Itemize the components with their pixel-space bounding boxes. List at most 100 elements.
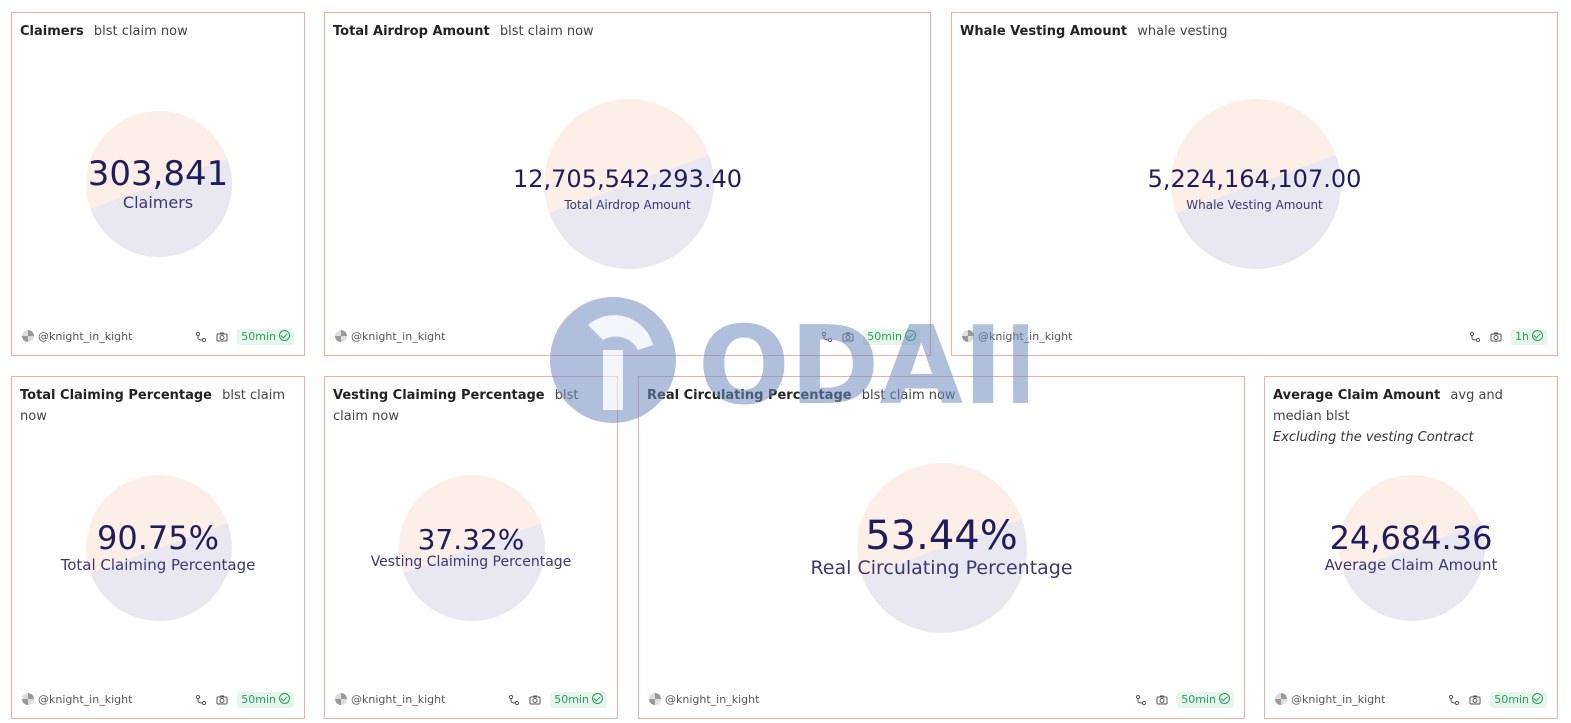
card-header: Total Claiming Percentage blst claim now — [20, 385, 296, 427]
author-link[interactable]: @knight_in_kight — [22, 329, 132, 345]
counter-card-vesting-claiming-percentage: Vesting Claiming Percentage blst claim n… — [324, 376, 618, 719]
fork-icon[interactable] — [508, 694, 520, 706]
card-footer: @knight_in_kight 50min — [335, 692, 607, 708]
avatar — [649, 693, 661, 705]
card-title[interactable]: Total Airdrop Amount — [333, 24, 490, 39]
card-subtitle: blst claim now — [93, 24, 188, 39]
check-circle-icon — [1219, 693, 1230, 704]
author-name: @knight_in_kight — [978, 330, 1073, 343]
counter-label: Total Claiming Percentage — [60, 555, 256, 574]
card-title[interactable]: Average Claim Amount — [1273, 388, 1441, 403]
refresh-interval: 50min — [1494, 693, 1529, 706]
author-name: @knight_in_kight — [38, 693, 133, 706]
refresh-badge[interactable]: 50min — [863, 329, 920, 345]
counter-label: Vesting Claiming Percentage — [370, 554, 572, 571]
avatar — [22, 330, 34, 342]
counter-value: 12,705,542,293.40 — [512, 165, 743, 193]
card-header: Vesting Claiming Percentage blst claim n… — [333, 385, 609, 427]
author-link[interactable]: @knight_in_kight — [1275, 692, 1385, 708]
check-circle-icon — [279, 330, 290, 341]
fork-icon[interactable] — [195, 331, 207, 343]
counter-background-disc — [86, 111, 232, 257]
counter-background-disc — [86, 475, 232, 621]
counter-label: Real Circulating Percentage — [810, 557, 1073, 579]
counter-card-claimers: Claimers blst claim now 303,841 Claimers… — [11, 12, 305, 356]
author-name: @knight_in_kight — [1291, 693, 1386, 706]
counter-value: 53.44% — [865, 513, 1018, 559]
fork-icon[interactable] — [1469, 331, 1481, 343]
card-header: Total Airdrop Amount blst claim now — [333, 21, 922, 42]
card-title[interactable]: Total Claiming Percentage — [20, 388, 212, 403]
card-header: Claimers blst claim now — [20, 21, 296, 42]
check-circle-icon — [905, 330, 916, 341]
camera-icon[interactable] — [842, 331, 854, 343]
author-link[interactable]: @knight_in_kight — [335, 692, 445, 708]
fork-icon[interactable] — [1135, 694, 1147, 706]
camera-icon[interactable] — [1469, 694, 1481, 706]
card-subtitle: blst claim now — [861, 388, 956, 403]
counter-card-total-airdrop-amount: Total Airdrop Amount blst claim now 12,7… — [324, 12, 931, 356]
refresh-interval: 50min — [554, 693, 589, 706]
check-circle-icon — [279, 693, 290, 704]
card-footer: @knight_in_kight 50min — [1275, 692, 1547, 708]
fork-icon[interactable] — [195, 694, 207, 706]
counter-value: 24,684.36 — [1329, 519, 1493, 557]
counter-value: 37.32% — [417, 523, 525, 556]
fork-icon[interactable] — [821, 331, 833, 343]
refresh-badge[interactable]: 1h — [1511, 329, 1547, 345]
refresh-interval: 50min — [241, 330, 276, 343]
refresh-interval: 1h — [1515, 330, 1529, 343]
counter-background-disc — [399, 475, 545, 621]
card-footer: @knight_in_kight 50min — [22, 329, 294, 345]
refresh-badge[interactable]: 50min — [550, 692, 607, 708]
author-name: @knight_in_kight — [38, 330, 133, 343]
camera-icon[interactable] — [1490, 331, 1502, 343]
card-description: Excluding the vesting Contract — [1273, 430, 1474, 445]
refresh-interval: 50min — [867, 330, 902, 343]
card-subtitle: avg and median blst — [1273, 388, 1503, 424]
counter-background-disc — [1171, 99, 1341, 269]
refresh-badge[interactable]: 50min — [1490, 692, 1547, 708]
check-circle-icon — [1532, 693, 1543, 704]
card-title[interactable]: Vesting Claiming Percentage — [333, 388, 545, 403]
avatar — [335, 330, 347, 342]
card-title[interactable]: Claimers — [20, 24, 84, 39]
author-link[interactable]: @knight_in_kight — [649, 692, 759, 708]
camera-icon[interactable] — [1156, 694, 1168, 706]
counter-display: 12,705,542,293.40 Total Airdrop Amount — [325, 165, 930, 213]
counter-display: 5,224,164,107.00 Whale Vesting Amount — [952, 166, 1557, 212]
check-circle-icon — [1532, 330, 1543, 341]
refresh-badge[interactable]: 50min — [237, 329, 294, 345]
camera-icon[interactable] — [529, 694, 541, 706]
counter-display: 24,684.36 Average Claim Amount — [1265, 519, 1557, 574]
card-subtitle: blst claim now — [499, 24, 594, 39]
camera-icon[interactable] — [216, 694, 228, 706]
card-footer: @knight_in_kight 50min — [649, 692, 1234, 708]
fork-icon[interactable] — [1448, 694, 1460, 706]
avatar — [962, 330, 974, 342]
card-subtitle: whale vesting — [1137, 24, 1228, 39]
refresh-badge[interactable]: 50min — [1177, 692, 1234, 708]
check-circle-icon — [592, 693, 603, 704]
refresh-interval: 50min — [1181, 693, 1216, 706]
card-header: Average Claim Amount avg and median blst… — [1273, 385, 1549, 448]
card-title[interactable]: Real Circulating Percentage — [647, 388, 852, 403]
counter-label: Total Airdrop Amount — [564, 198, 691, 213]
counter-card-average-claim-amount: Average Claim Amount avg and median blst… — [1264, 376, 1558, 719]
counter-value: 303,841 — [87, 154, 229, 194]
counter-background-disc — [857, 463, 1027, 633]
refresh-interval: 50min — [241, 693, 276, 706]
counter-display: 90.75% Total Claiming Percentage — [12, 519, 304, 574]
avatar — [335, 693, 347, 705]
author-name: @knight_in_kight — [351, 330, 446, 343]
card-footer: @knight_in_kight 50min — [22, 692, 294, 708]
author-link[interactable]: @knight_in_kight — [335, 329, 445, 345]
author-link[interactable]: @knight_in_kight — [22, 692, 132, 708]
refresh-badge[interactable]: 50min — [237, 692, 294, 708]
counter-value: 90.75% — [96, 519, 219, 557]
camera-icon[interactable] — [216, 331, 228, 343]
card-title[interactable]: Whale Vesting Amount — [960, 24, 1128, 39]
counter-label: Average Claim Amount — [1324, 555, 1498, 574]
author-name: @knight_in_kight — [351, 693, 446, 706]
author-link[interactable]: @knight_in_kight — [962, 329, 1072, 345]
